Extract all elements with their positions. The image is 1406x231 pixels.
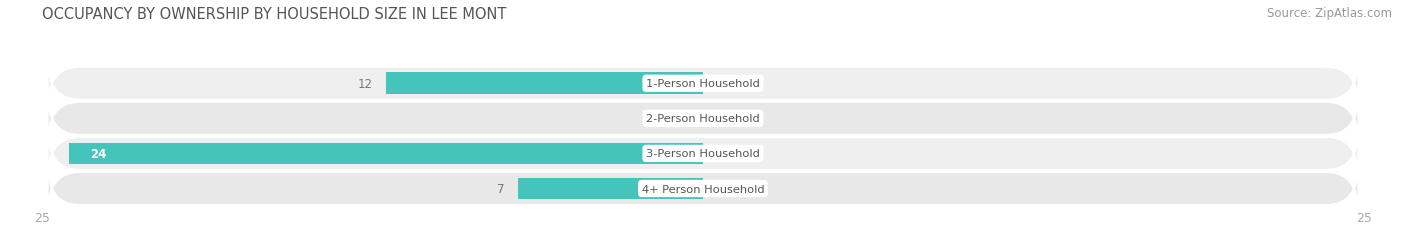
Text: 24: 24 [90,147,105,160]
Bar [517,178,703,200]
Bar [385,73,703,95]
Text: 0: 0 [716,77,724,90]
Text: 0: 0 [716,112,724,125]
FancyBboxPatch shape [48,58,1358,109]
FancyBboxPatch shape [48,128,1358,179]
Text: 12: 12 [357,77,373,90]
Text: 4+ Person Household: 4+ Person Household [641,184,765,194]
Text: 0: 0 [682,112,690,125]
Text: 0: 0 [716,147,724,160]
Text: 2-Person Household: 2-Person Household [647,114,759,124]
Text: 1-Person Household: 1-Person Household [647,79,759,89]
FancyBboxPatch shape [48,93,1358,144]
Bar [69,143,703,164]
Text: Source: ZipAtlas.com: Source: ZipAtlas.com [1267,7,1392,20]
Text: 0: 0 [716,182,724,195]
Text: 3-Person Household: 3-Person Household [647,149,759,159]
Text: OCCUPANCY BY OWNERSHIP BY HOUSEHOLD SIZE IN LEE MONT: OCCUPANCY BY OWNERSHIP BY HOUSEHOLD SIZE… [42,7,506,22]
Text: 7: 7 [498,182,505,195]
FancyBboxPatch shape [48,163,1358,214]
